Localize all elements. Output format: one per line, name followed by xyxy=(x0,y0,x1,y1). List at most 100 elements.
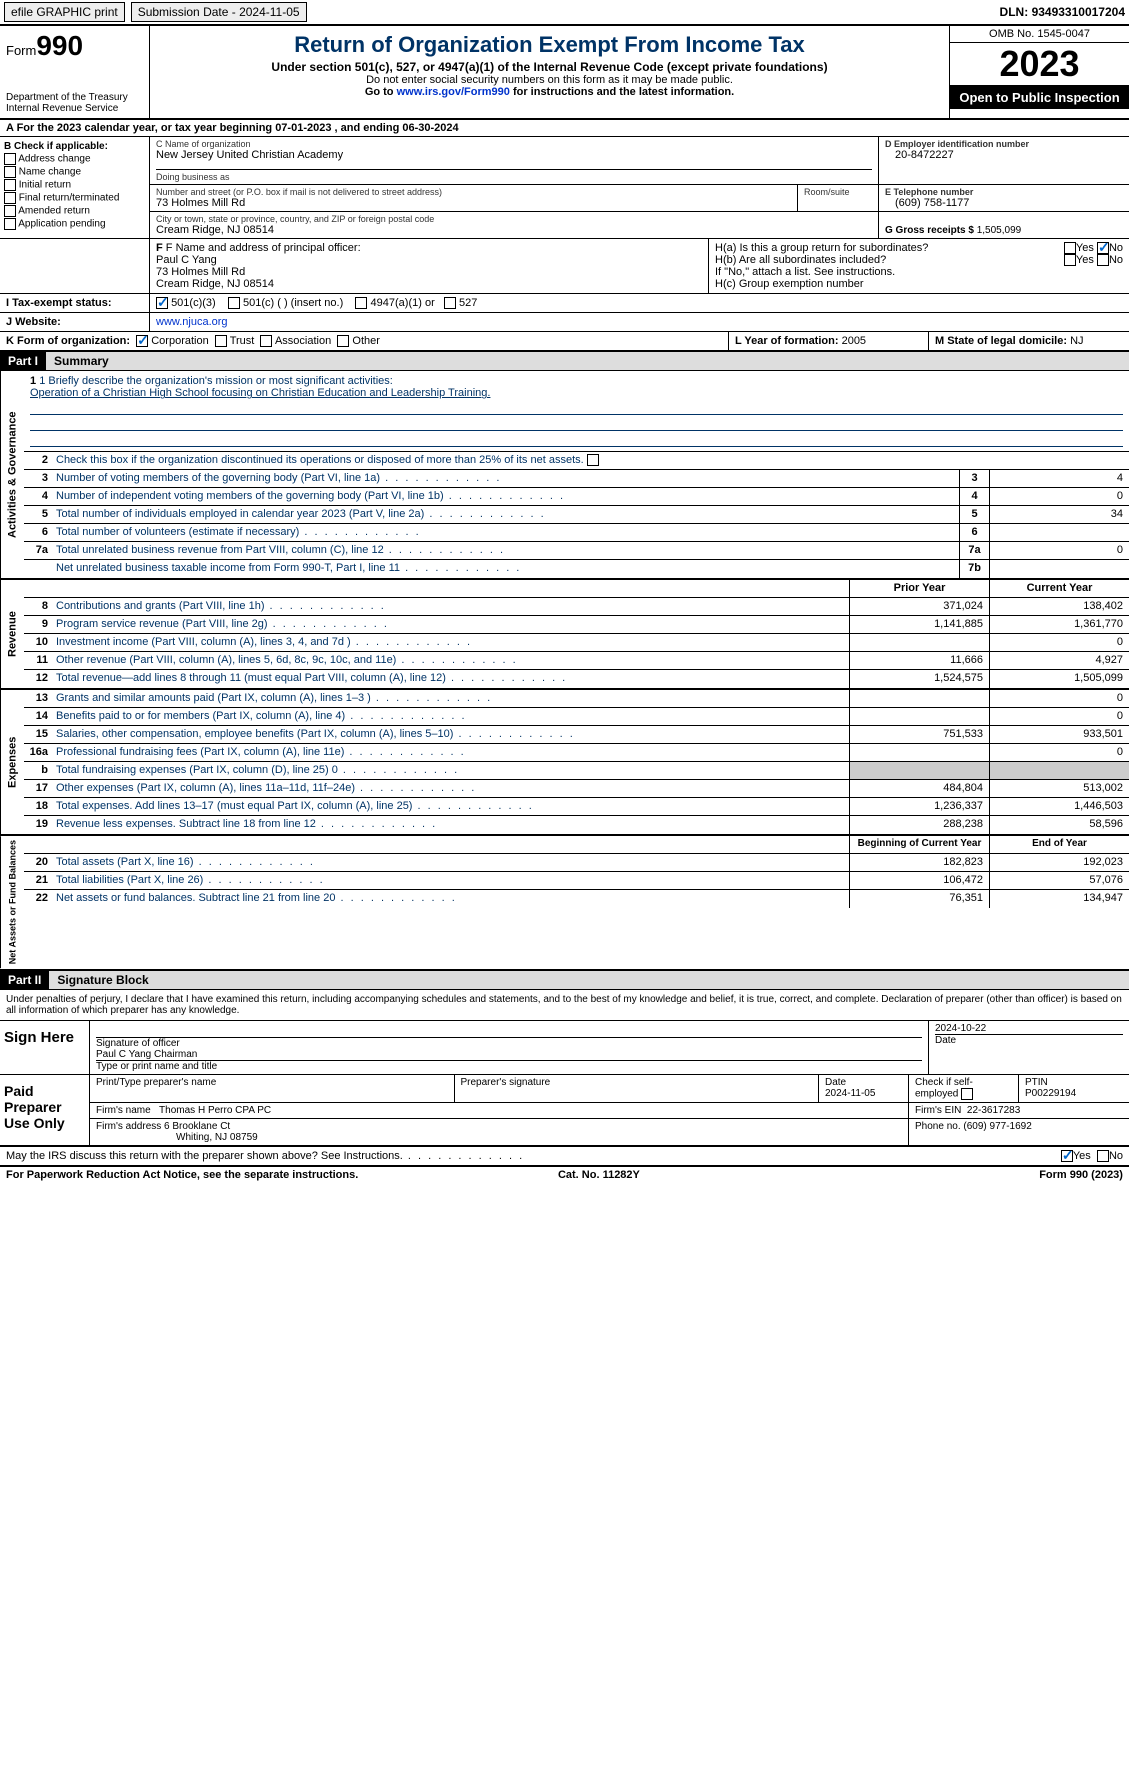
dln: DLN: 93493310017204 xyxy=(1000,5,1125,19)
officer-signature-name: Paul C Yang Chairman xyxy=(96,1049,922,1060)
prep-date: 2024-11-05 xyxy=(825,1088,875,1099)
chk-discontinued[interactable] xyxy=(587,454,599,466)
chk-application-pending[interactable] xyxy=(4,218,16,230)
form-number: Form990 xyxy=(6,30,143,62)
summary-row: 3Number of voting members of the governi… xyxy=(24,470,1129,488)
section-activities-governance: Activities & Governance 1 1 Briefly desc… xyxy=(0,371,1129,580)
section-revenue: Revenue Prior Year Current Year 8Contrib… xyxy=(0,580,1129,690)
officer-addr1: 73 Holmes Mill Rd xyxy=(156,266,702,278)
form-header: Form990 Department of the Treasury Inter… xyxy=(0,26,1129,120)
chk-corp[interactable] xyxy=(136,335,148,347)
firm-addr2: Whiting, NJ 08759 xyxy=(96,1132,258,1143)
chk-ha-yes[interactable] xyxy=(1064,242,1076,254)
top-bar: efile GRAPHIC print Submission Date - 20… xyxy=(0,0,1129,26)
irs-link[interactable]: www.irs.gov/Form990 xyxy=(397,86,510,98)
section-i: I Tax-exempt status: 501(c)(3) 501(c) ( … xyxy=(0,294,1129,313)
submission-date-button[interactable]: Submission Date - 2024-11-05 xyxy=(131,2,307,22)
cat-no: Cat. No. 11282Y xyxy=(558,1169,640,1181)
street-address: 73 Holmes Mill Rd xyxy=(156,197,791,209)
chk-assoc[interactable] xyxy=(260,335,272,347)
summary-row: 19Revenue less expenses. Subtract line 1… xyxy=(24,816,1129,834)
officer-addr2: Cream Ridge, NJ 08514 xyxy=(156,278,702,290)
form-subtitle-2: Do not enter social security numbers on … xyxy=(156,74,943,86)
org-name: New Jersey United Christian Academy xyxy=(156,149,872,161)
ein: 20-8472227 xyxy=(885,149,1123,161)
chk-hb-yes[interactable] xyxy=(1064,254,1076,266)
state-domicile: NJ xyxy=(1070,335,1083,347)
summary-row: 20Total assets (Part X, line 16)182,8231… xyxy=(24,854,1129,872)
summary-row: 6Total number of volunteers (estimate if… xyxy=(24,524,1129,542)
efile-button[interactable]: efile GRAPHIC print xyxy=(4,2,125,22)
website-link[interactable]: www.njuca.org xyxy=(156,316,228,328)
open-inspection: Open to Public Inspection xyxy=(950,86,1129,109)
ptin: P00229194 xyxy=(1025,1088,1076,1099)
form-subtitle-3: Go to www.irs.gov/Form990 for instructio… xyxy=(156,86,943,98)
hc-group-exemption: H(c) Group exemption number xyxy=(715,278,1123,290)
chk-501c[interactable] xyxy=(228,297,240,309)
chk-hb-no[interactable] xyxy=(1097,254,1109,266)
summary-row: 5Total number of individuals employed in… xyxy=(24,506,1129,524)
paid-preparer-block: Paid Preparer Use Only Print/Type prepar… xyxy=(0,1075,1129,1147)
summary-row: 22Net assets or fund balances. Subtract … xyxy=(24,890,1129,908)
sign-here-block: Sign Here Signature of officer Paul C Ya… xyxy=(0,1021,1129,1075)
firm-addr1: 6 Brooklane Ct xyxy=(164,1121,230,1132)
sign-date: 2024-10-22 xyxy=(935,1023,1123,1034)
section-fh: F F Name and address of principal office… xyxy=(0,239,1129,294)
line-a-tax-year: A For the 2023 calendar year, or tax yea… xyxy=(0,120,1129,137)
chk-final-return[interactable] xyxy=(4,192,16,204)
chk-other[interactable] xyxy=(337,335,349,347)
chk-501c3[interactable] xyxy=(156,297,168,309)
phone: (609) 758-1177 xyxy=(885,197,1123,209)
summary-row: Net unrelated business taxable income fr… xyxy=(24,560,1129,578)
hb-note: If "No," attach a list. See instructions… xyxy=(715,266,1123,278)
form-subtitle-1: Under section 501(c), 527, or 4947(a)(1)… xyxy=(156,60,943,74)
section-klm: K Form of organization: Corporation Trus… xyxy=(0,332,1129,352)
section-bcdefg: B Check if applicable: Address change Na… xyxy=(0,137,1129,239)
firm-ein: 22-3617283 xyxy=(967,1105,1020,1116)
section-j: J Website: www.njuca.org xyxy=(0,313,1129,332)
chk-527[interactable] xyxy=(444,297,456,309)
summary-row: 7aTotal unrelated business revenue from … xyxy=(24,542,1129,560)
chk-ha-no[interactable] xyxy=(1097,242,1109,254)
summary-row: 13Grants and similar amounts paid (Part … xyxy=(24,690,1129,708)
summary-row: 12Total revenue—add lines 8 through 11 (… xyxy=(24,670,1129,688)
part-1-header: Part I Summary xyxy=(0,352,1129,371)
mission-text: Operation of a Christian High School foc… xyxy=(30,387,1123,399)
summary-row: 21Total liabilities (Part X, line 26)106… xyxy=(24,872,1129,890)
summary-row: 16aProfessional fundraising fees (Part I… xyxy=(24,744,1129,762)
dept-treasury: Department of the Treasury Internal Reve… xyxy=(6,92,143,114)
city-state-zip: Cream Ridge, NJ 08514 xyxy=(156,224,872,236)
summary-row: 14Benefits paid to or for members (Part … xyxy=(24,708,1129,726)
officer-name: Paul C Yang xyxy=(156,254,702,266)
chk-trust[interactable] xyxy=(215,335,227,347)
penalties-text: Under penalties of perjury, I declare th… xyxy=(0,990,1129,1021)
gross-receipts: 1,505,099 xyxy=(977,225,1022,236)
summary-row: 15Salaries, other compensation, employee… xyxy=(24,726,1129,744)
part-2-header: Part II Signature Block xyxy=(0,971,1129,990)
chk-discuss-no[interactable] xyxy=(1097,1150,1109,1162)
chk-name-change[interactable] xyxy=(4,166,16,178)
chk-discuss-yes[interactable] xyxy=(1061,1150,1073,1162)
chk-amended[interactable] xyxy=(4,205,16,217)
chk-self-employed[interactable] xyxy=(961,1088,973,1100)
omb-number: OMB No. 1545-0047 xyxy=(950,26,1129,43)
summary-row: 4Number of independent voting members of… xyxy=(24,488,1129,506)
summary-row: 17Other expenses (Part IX, column (A), l… xyxy=(24,780,1129,798)
year-formation: 2005 xyxy=(842,335,866,347)
tax-year: 2023 xyxy=(950,43,1129,86)
summary-row: 11Other revenue (Part VIII, column (A), … xyxy=(24,652,1129,670)
firm-phone: (609) 977-1692 xyxy=(963,1121,1031,1132)
section-net-assets: Net Assets or Fund Balances Beginning of… xyxy=(0,836,1129,970)
chk-initial-return[interactable] xyxy=(4,179,16,191)
summary-row: 18Total expenses. Add lines 13–17 (must … xyxy=(24,798,1129,816)
summary-row: 9Program service revenue (Part VIII, lin… xyxy=(24,616,1129,634)
chk-address-change[interactable] xyxy=(4,153,16,165)
chk-4947[interactable] xyxy=(355,297,367,309)
firm-name: Thomas H Perro CPA PC xyxy=(159,1105,271,1116)
discuss-row: May the IRS discuss this return with the… xyxy=(0,1147,1129,1166)
footer: For Paperwork Reduction Act Notice, see … xyxy=(0,1166,1129,1183)
summary-row: 8Contributions and grants (Part VIII, li… xyxy=(24,598,1129,616)
box-b: B Check if applicable: Address change Na… xyxy=(0,137,150,238)
summary-row: bTotal fundraising expenses (Part IX, co… xyxy=(24,762,1129,780)
summary-row: 10Investment income (Part VIII, column (… xyxy=(24,634,1129,652)
